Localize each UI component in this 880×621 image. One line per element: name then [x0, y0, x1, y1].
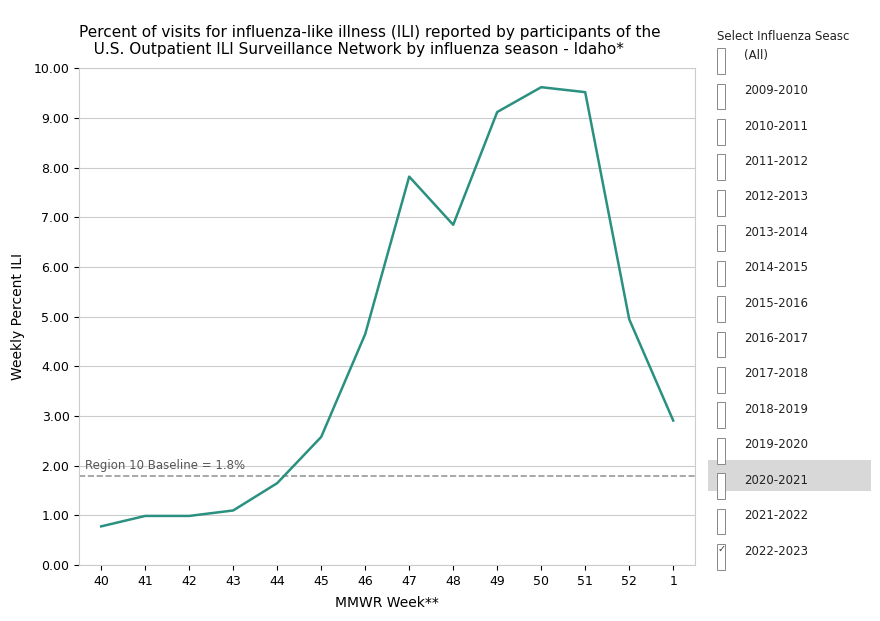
Text: 2012-2013: 2012-2013 — [744, 191, 808, 204]
FancyBboxPatch shape — [716, 261, 725, 286]
Text: 2022-2023: 2022-2023 — [744, 545, 808, 558]
Text: Select Influenza Seasc: Select Influenza Seasc — [716, 30, 849, 43]
Text: (All): (All) — [744, 48, 768, 61]
FancyBboxPatch shape — [716, 84, 725, 109]
FancyBboxPatch shape — [716, 225, 725, 251]
FancyBboxPatch shape — [716, 438, 725, 463]
Text: 2018-2019: 2018-2019 — [744, 403, 808, 416]
FancyBboxPatch shape — [716, 509, 725, 535]
Text: Percent of visits for influenza-like illness (ILI) reported by participants of t: Percent of visits for influenza-like ill… — [79, 25, 661, 57]
FancyBboxPatch shape — [716, 190, 725, 215]
FancyBboxPatch shape — [716, 473, 725, 499]
FancyBboxPatch shape — [716, 332, 725, 357]
FancyBboxPatch shape — [716, 402, 725, 428]
FancyBboxPatch shape — [716, 296, 725, 322]
FancyBboxPatch shape — [716, 367, 725, 392]
FancyBboxPatch shape — [708, 460, 871, 491]
Text: 2009-2010: 2009-2010 — [744, 84, 808, 97]
Text: 2021-2022: 2021-2022 — [744, 509, 809, 522]
Text: 2019-2020: 2019-2020 — [744, 438, 808, 451]
X-axis label: MMWR Week**: MMWR Week** — [335, 596, 439, 610]
FancyBboxPatch shape — [716, 155, 725, 180]
Text: 2015-2016: 2015-2016 — [744, 297, 808, 310]
Y-axis label: Weekly Percent ILI: Weekly Percent ILI — [11, 253, 26, 380]
FancyBboxPatch shape — [716, 119, 725, 145]
FancyBboxPatch shape — [716, 544, 725, 570]
Text: 2010-2011: 2010-2011 — [744, 119, 808, 132]
Text: 2020-2021: 2020-2021 — [744, 474, 808, 487]
Text: 2014-2015: 2014-2015 — [744, 261, 808, 274]
Text: 2011-2012: 2011-2012 — [744, 155, 809, 168]
FancyBboxPatch shape — [716, 48, 725, 74]
Text: 2013-2014: 2013-2014 — [744, 226, 808, 239]
Text: 2016-2017: 2016-2017 — [744, 332, 809, 345]
Text: ✓: ✓ — [717, 545, 725, 555]
Text: 2017-2018: 2017-2018 — [744, 368, 808, 381]
Text: Region 10 Baseline = 1.8%: Region 10 Baseline = 1.8% — [85, 459, 246, 472]
